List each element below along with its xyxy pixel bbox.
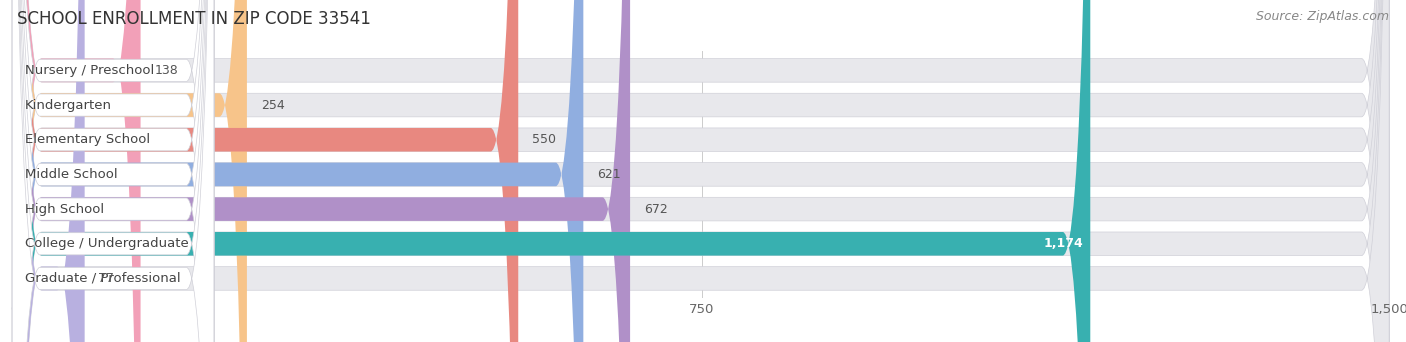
FancyBboxPatch shape — [14, 0, 583, 342]
FancyBboxPatch shape — [13, 0, 214, 342]
FancyBboxPatch shape — [14, 0, 519, 342]
FancyBboxPatch shape — [14, 0, 1389, 342]
Text: SCHOOL ENROLLMENT IN ZIP CODE 33541: SCHOOL ENROLLMENT IN ZIP CODE 33541 — [17, 10, 371, 28]
Text: Nursery / Preschool: Nursery / Preschool — [25, 64, 155, 77]
Text: Source: ZipAtlas.com: Source: ZipAtlas.com — [1256, 10, 1389, 23]
FancyBboxPatch shape — [13, 0, 214, 342]
Text: 77: 77 — [98, 272, 114, 285]
FancyBboxPatch shape — [14, 0, 1389, 342]
FancyBboxPatch shape — [14, 0, 1389, 342]
FancyBboxPatch shape — [13, 0, 214, 342]
Text: 621: 621 — [598, 168, 620, 181]
FancyBboxPatch shape — [14, 0, 84, 342]
FancyBboxPatch shape — [13, 0, 214, 342]
FancyBboxPatch shape — [13, 0, 214, 342]
Text: 550: 550 — [531, 133, 555, 146]
Text: 1,174: 1,174 — [1043, 237, 1083, 250]
FancyBboxPatch shape — [14, 0, 141, 342]
FancyBboxPatch shape — [14, 0, 1389, 342]
Text: 254: 254 — [260, 98, 284, 111]
Text: Graduate / Professional: Graduate / Professional — [25, 272, 181, 285]
FancyBboxPatch shape — [14, 0, 1389, 342]
FancyBboxPatch shape — [13, 0, 214, 342]
FancyBboxPatch shape — [14, 0, 630, 342]
FancyBboxPatch shape — [13, 0, 214, 342]
Text: Middle School: Middle School — [25, 168, 118, 181]
Text: Elementary School: Elementary School — [25, 133, 150, 146]
FancyBboxPatch shape — [14, 0, 1389, 342]
Text: 672: 672 — [644, 202, 668, 215]
Text: Kindergarten: Kindergarten — [25, 98, 112, 111]
FancyBboxPatch shape — [14, 0, 247, 342]
Text: 138: 138 — [155, 64, 179, 77]
FancyBboxPatch shape — [14, 0, 1389, 342]
Text: College / Undergraduate: College / Undergraduate — [25, 237, 188, 250]
Text: High School: High School — [25, 202, 104, 215]
FancyBboxPatch shape — [14, 0, 1090, 342]
